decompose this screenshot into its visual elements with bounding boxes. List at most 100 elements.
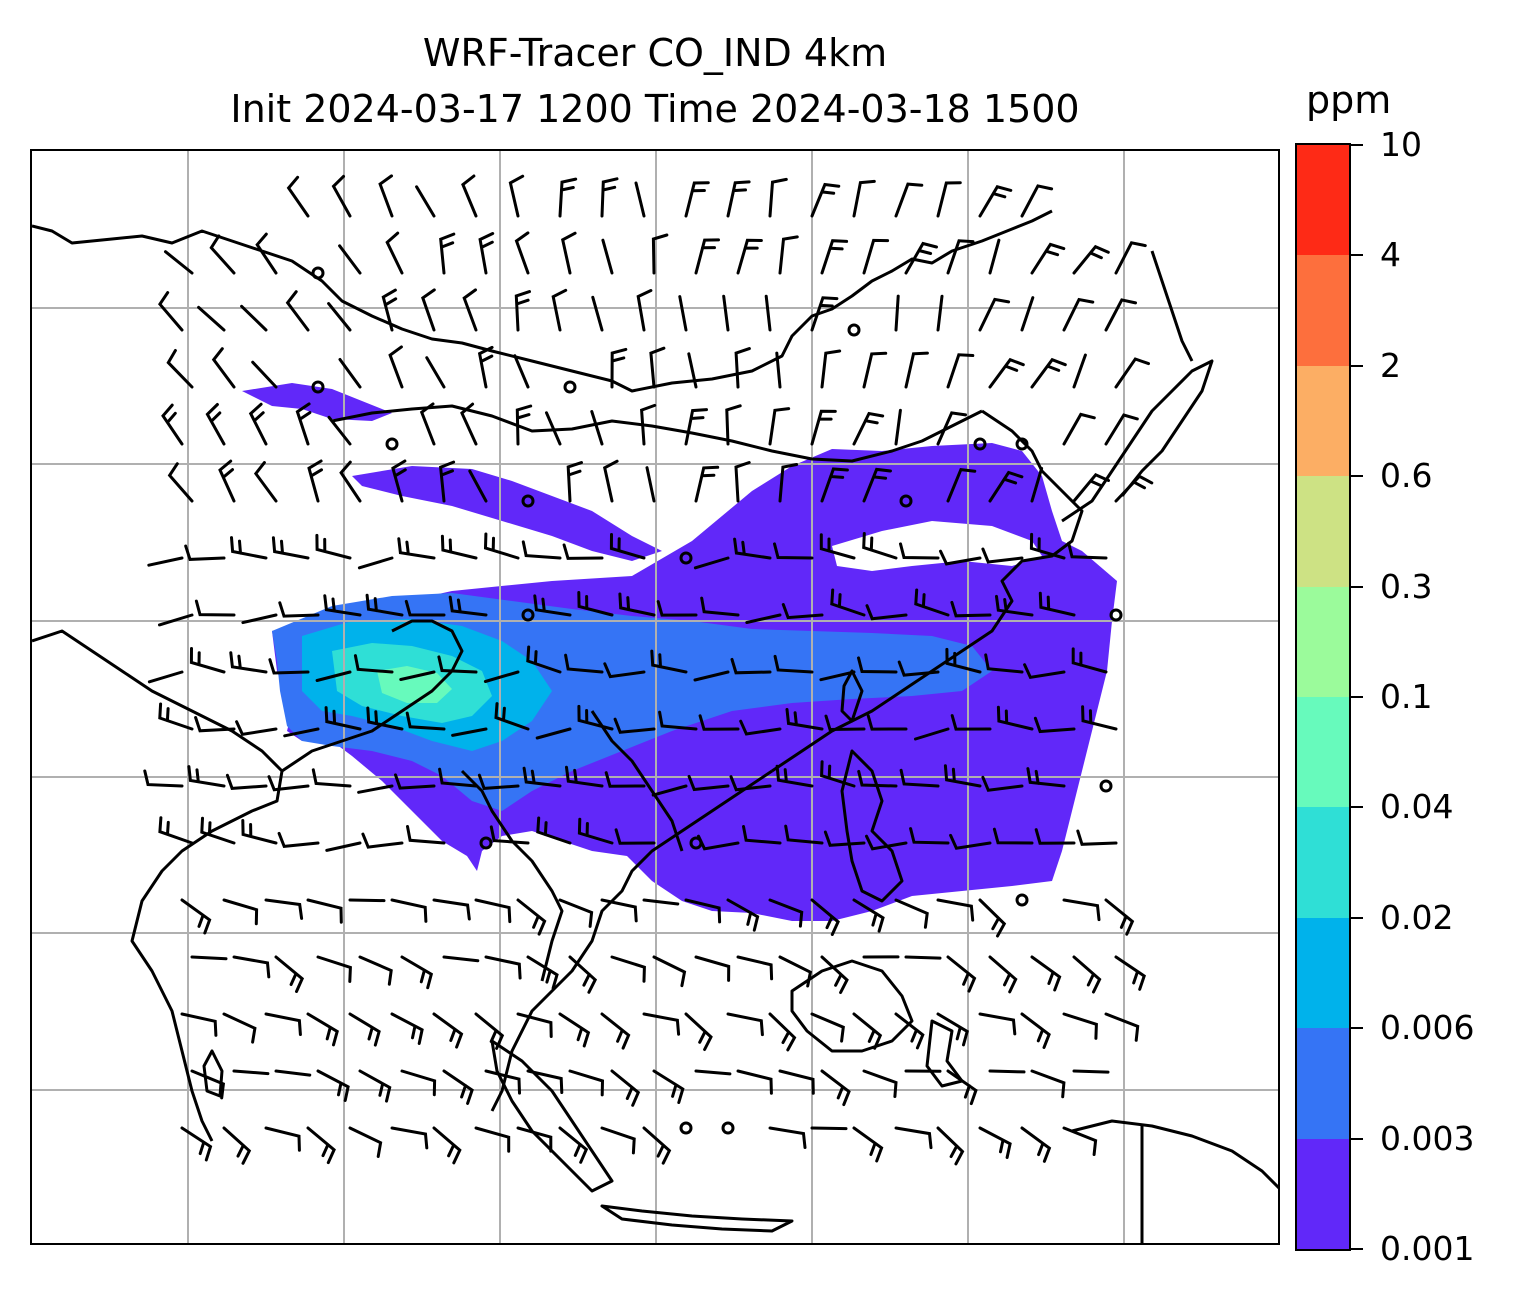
wind-barb [642, 1126, 672, 1165]
wind-barb [693, 556, 730, 570]
colorbar-segment [1297, 255, 1349, 366]
myanmar-border [281, 619, 464, 773]
wind-barb [642, 898, 680, 906]
wind-barb [687, 352, 698, 389]
wind-barb [726, 898, 760, 932]
wind-barb [400, 955, 434, 990]
colorbar-tick [1351, 364, 1363, 367]
wind-barb [936, 294, 944, 332]
wind-barb [1072, 472, 1110, 503]
wind-barb [656, 600, 698, 617]
colorbar-tick [1351, 916, 1363, 919]
chart-title-line1: WRF-Tracer CO_IND 4km [422, 31, 888, 75]
wind-barb [232, 1069, 270, 1076]
wind-barb-layer [143, 174, 1154, 1166]
taiwan [840, 669, 864, 723]
wind-barb [516, 898, 547, 936]
colorbar-segment [1297, 807, 1349, 918]
wind-barb [419, 402, 436, 446]
wind-barb [1023, 663, 1066, 680]
wind-barb [726, 1012, 764, 1037]
wind-barb [339, 460, 362, 503]
wind-barb [652, 955, 687, 988]
wind-barb [978, 1126, 1012, 1159]
wind-barb [440, 534, 478, 560]
wind-barb [451, 727, 488, 737]
wind-barb [1072, 244, 1110, 275]
wind-barb [353, 654, 394, 674]
wind-barb [230, 536, 268, 560]
wind-barb [338, 358, 362, 389]
wind-barb [442, 955, 480, 963]
wind-barb [936, 411, 967, 446]
wind-barb [600, 177, 619, 218]
wind-barb [194, 599, 236, 617]
wind-barb [1038, 591, 1076, 617]
wind-barb [514, 290, 531, 332]
wind-barb [190, 1069, 226, 1100]
wind-barb [733, 537, 772, 560]
wind-barb [358, 955, 393, 986]
wind-barb [894, 1126, 933, 1150]
wind-barb [600, 898, 638, 923]
wind-barb [824, 714, 866, 732]
wind-barb [778, 1069, 815, 1095]
wind-barb [241, 613, 278, 625]
wind-barb [558, 177, 578, 218]
wind-barb [785, 708, 824, 731]
wind-barb [778, 463, 799, 503]
wind-barb [522, 766, 562, 788]
wind-barb [649, 346, 666, 389]
wind-barb [211, 347, 236, 389]
colorbar-tick-label: 0.3 [1380, 566, 1433, 606]
wind-barb [865, 834, 908, 851]
wind-barb [545, 411, 562, 446]
calm-wind-marker [311, 266, 325, 280]
wind-barb [810, 182, 841, 218]
wind-barb [693, 670, 730, 682]
wind-barb [781, 603, 824, 620]
wind-barb [949, 833, 992, 850]
wind-barb [995, 594, 1034, 617]
wind-barb [166, 349, 194, 389]
wind-barb [820, 1069, 851, 1107]
wind-barb [432, 898, 471, 921]
wind-barb [978, 1012, 1017, 1036]
colorbar-tick [1351, 1137, 1363, 1140]
wind-barb [988, 955, 1018, 994]
wind-barb [614, 828, 656, 845]
wind-barb [852, 1012, 883, 1050]
wind-barb [158, 291, 184, 332]
tracer-plume-northwest [242, 383, 392, 421]
wind-barb [327, 302, 352, 332]
wind-barb [1026, 767, 1066, 788]
wind-barb [462, 288, 478, 332]
wind-barb [810, 409, 837, 446]
vietnam-border [590, 710, 684, 852]
colorbar-tick-label: 0.003 [1380, 1118, 1475, 1158]
wind-barb [950, 600, 992, 618]
calm-wind-marker [679, 551, 693, 565]
wind-barb [610, 1069, 641, 1107]
wind-barb [950, 714, 992, 731]
wind-barb [936, 898, 975, 922]
wind-barb [936, 1012, 969, 1047]
wind-barb [700, 596, 740, 617]
colorbar-tick [1351, 1027, 1363, 1030]
wind-barb [1076, 829, 1118, 846]
wind-barb [1114, 474, 1154, 503]
wind-barb [684, 181, 710, 218]
wind-barb [862, 532, 898, 560]
calm-wind-marker [899, 494, 913, 508]
colorbar-segment [1297, 365, 1349, 477]
wind-barb [909, 827, 950, 845]
wind-barb [899, 768, 940, 788]
wind-barb [914, 727, 950, 741]
wind-barb [1104, 1012, 1140, 1042]
wind-barb [316, 1069, 350, 1102]
wind-barb [823, 830, 866, 847]
wind-barb [658, 710, 698, 731]
wind-barb [734, 347, 751, 389]
wind-barb [736, 955, 774, 981]
wind-barb [899, 542, 940, 560]
